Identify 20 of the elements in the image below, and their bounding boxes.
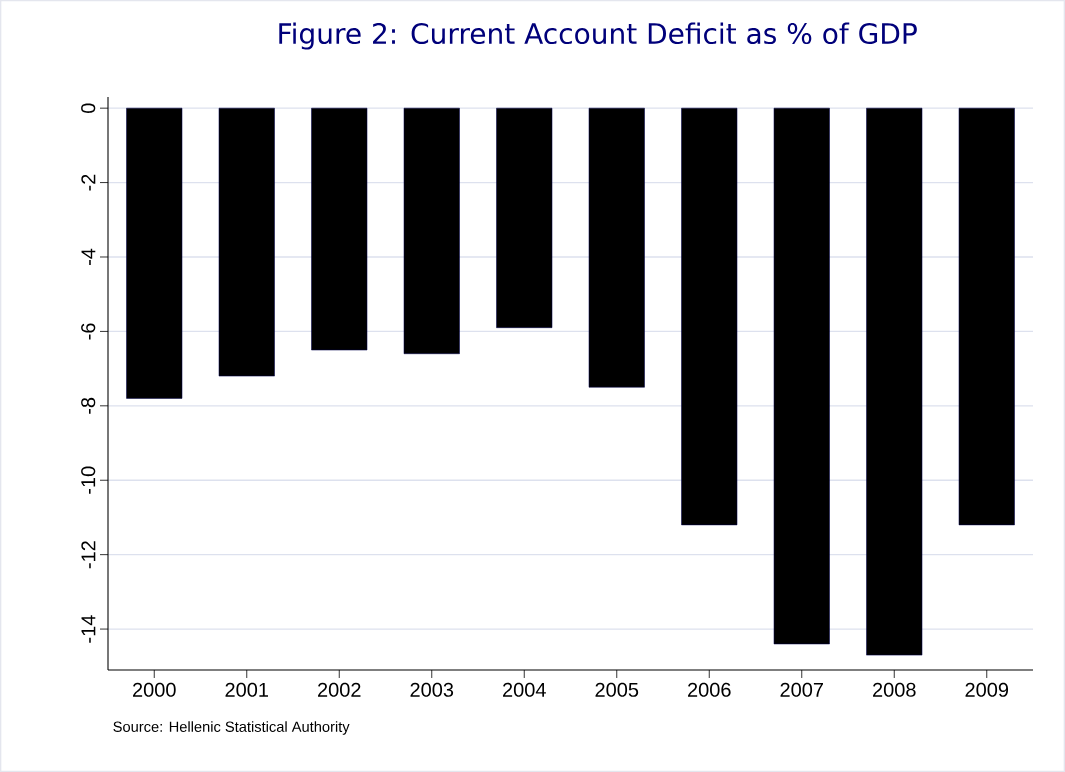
x-tick-label: 2006 [688, 682, 731, 697]
y-tick-label: 0 [81, 103, 96, 113]
x-tick-label: 2005 [595, 682, 639, 697]
x-tick-label: 2004 [503, 682, 546, 697]
x-tick-label: 2008 [873, 682, 916, 697]
y-tick-label: -4 [81, 248, 96, 265]
x-tick-label: 2007 [780, 682, 823, 697]
x-tick-label: 2003 [410, 682, 454, 697]
y-tick-label: -6 [81, 323, 96, 340]
x-tick-label: 2002 [318, 682, 361, 697]
y-tick-label: -10 [81, 466, 96, 494]
x-tick-label: 2009 [965, 682, 1009, 697]
y-tick-label: -14 [81, 615, 96, 643]
source-note: Source: Hellenic Statistical Authority [113, 721, 350, 735]
y-tick-label: -8 [81, 397, 96, 414]
chart-title: Figure 2: Current Account Deficit as % of GDP [279, 22, 917, 50]
y-tick-label: -2 [81, 174, 96, 191]
x-tick-label: 2000 [133, 682, 176, 697]
y-tick-label: -12 [81, 541, 96, 569]
x-tick-label: 2001 [225, 682, 269, 697]
